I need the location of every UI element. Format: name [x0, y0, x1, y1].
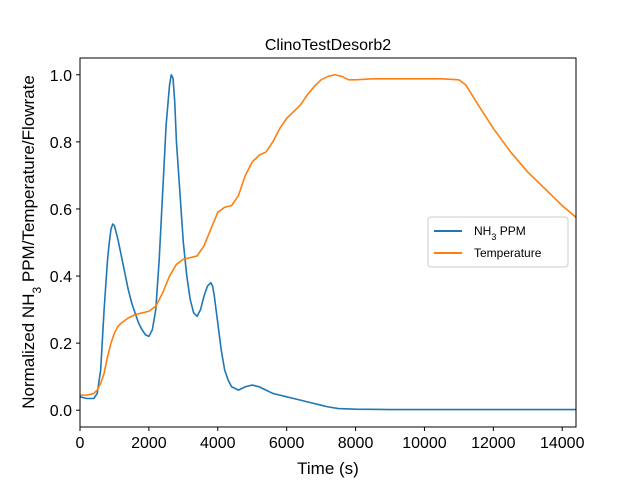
y-tick-label: 0.2 [50, 336, 72, 353]
x-tick-label: 0 [76, 435, 85, 452]
y-tick-label: 0.8 [50, 135, 72, 152]
y-tick-label: 0.6 [50, 202, 72, 219]
legend: NH3 PPM Temperature [427, 216, 569, 268]
x-tick-label: 14000 [540, 435, 585, 452]
y-axis-label-suffix: PPM/Temperature/Flowrate [19, 75, 38, 287]
legend-label-nh3-suffix: PPM [496, 224, 525, 238]
series-line-0 [80, 73, 576, 411]
legend-label-nh3-sub: 3 [491, 232, 496, 242]
legend-label-nh3-prefix: NH [474, 224, 491, 238]
legend-box [427, 216, 569, 268]
y-tick-label: 1.0 [50, 68, 72, 85]
y-tick-label: 0.0 [50, 403, 72, 420]
legend-label-nh3: NH3 PPM [474, 224, 526, 242]
legend-label-temperature: Temperature [474, 246, 542, 260]
y-axis-label: Normalized NH3 PPM/Temperature/Flowrate [19, 75, 44, 409]
x-tick-label: 2000 [131, 435, 167, 452]
y-axis-label-prefix: Normalized NH [19, 294, 38, 409]
plot-frame [79, 57, 577, 428]
y-tick-label: 0.4 [50, 269, 72, 286]
x-axis-label: Time (s) [297, 459, 359, 478]
series-line-1 [80, 73, 576, 396]
chart-title: ClinoTestDesorb2 [265, 37, 391, 54]
x-tick-label: 10000 [402, 435, 447, 452]
x-tick-label: 8000 [338, 435, 374, 452]
x-tick-label: 12000 [471, 435, 516, 452]
x-tick-label: 6000 [269, 435, 305, 452]
x-tick-label: 4000 [200, 435, 236, 452]
y-axis-label-sub: 3 [30, 287, 44, 294]
